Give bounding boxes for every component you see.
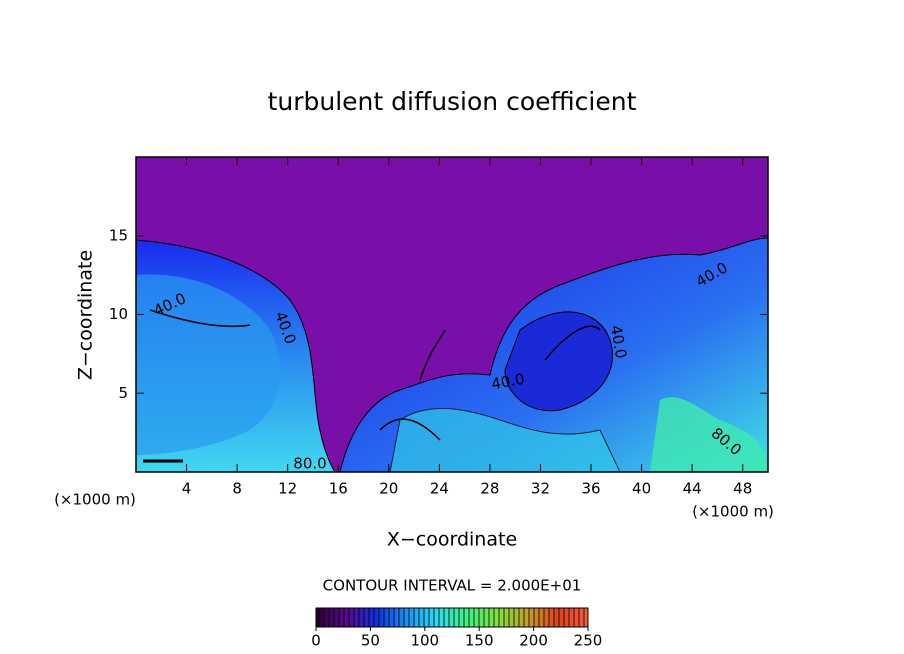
field-region (136, 274, 281, 455)
x-tick-label: 36 (581, 480, 600, 498)
colorbar-tick-label: 150 (465, 632, 494, 650)
y-axis-label: Z−coordinate (75, 250, 97, 380)
field-region (389, 408, 621, 472)
y-tick-label: 10 (109, 305, 128, 323)
chart-title: turbulent diffusion coefficient (268, 87, 637, 116)
x-tick-label: 24 (430, 480, 449, 498)
colorbar-tick-label: 250 (574, 632, 603, 650)
y-unit-label: (×1000 m) (54, 491, 136, 509)
x-tick-label: 32 (531, 480, 550, 498)
field-region (650, 397, 768, 472)
colorbar-tick-label: 50 (361, 632, 380, 650)
colorbar-tick-label: 200 (519, 632, 548, 650)
y-tick-label: 5 (118, 384, 128, 402)
colorbar-tick-label: 0 (311, 632, 321, 650)
contour-interval: CONTOUR INTERVAL = 2.000E+01 (323, 577, 582, 595)
contour-label: 80.0 (293, 455, 326, 473)
field-region (504, 311, 614, 412)
x-tick-label: 4 (182, 480, 192, 498)
x-unit-label: (×1000 m) (692, 503, 774, 521)
colorbar (315, 607, 589, 628)
field (136, 157, 768, 472)
x-tick-label: 40 (632, 480, 651, 498)
colorbar-tick-label: 100 (410, 632, 439, 650)
x-tick-label: 44 (683, 480, 702, 498)
contour-label: 40.0 (607, 324, 631, 360)
x-axis-label: X−coordinate (387, 529, 517, 551)
x-tick-label: 20 (379, 480, 398, 498)
x-tick-label: 16 (329, 480, 348, 498)
x-tick-label: 28 (480, 480, 499, 498)
x-tick-label: 8 (232, 480, 242, 498)
y-tick-label: 15 (109, 226, 128, 244)
x-tick-label: 12 (278, 480, 297, 498)
contour-label: 40.0 (490, 370, 526, 394)
x-tick-label: 48 (733, 480, 752, 498)
contour-line (149, 309, 601, 441)
